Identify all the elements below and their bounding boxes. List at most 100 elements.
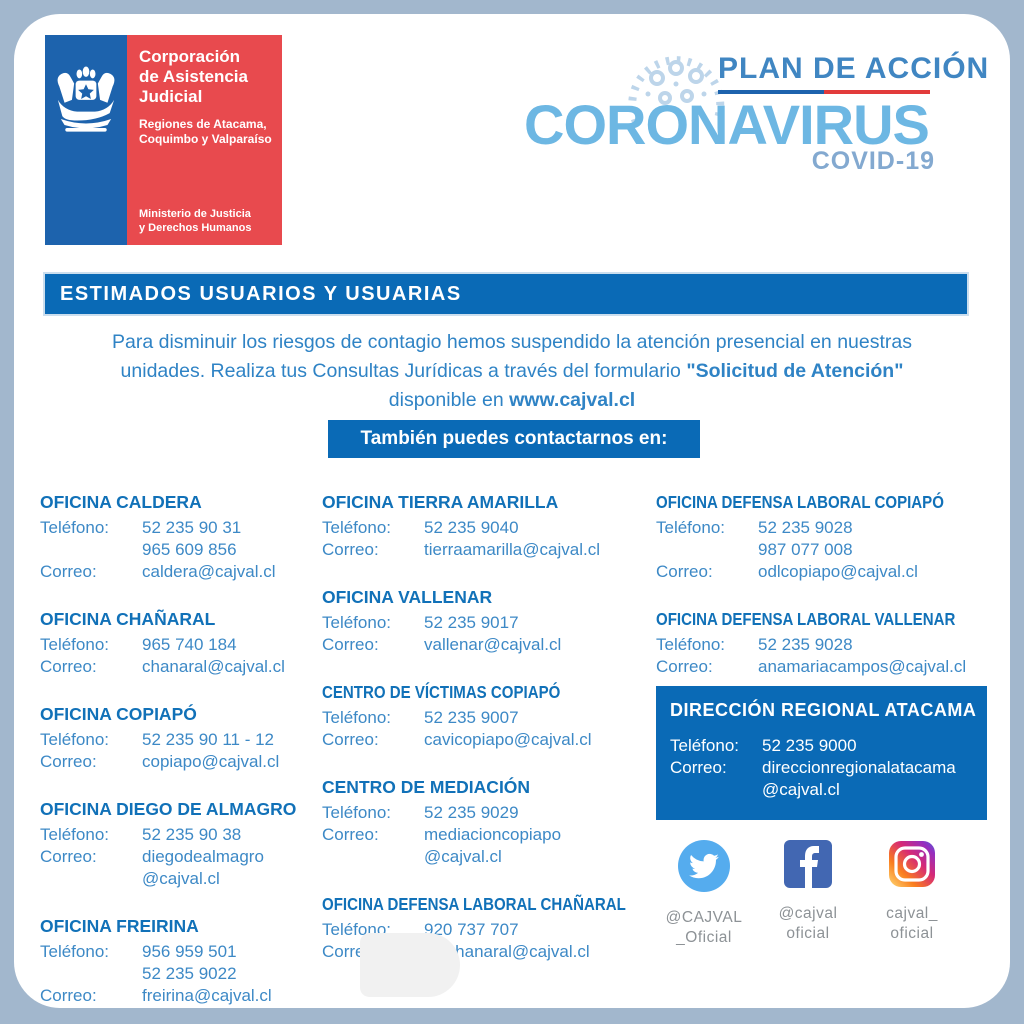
office-row: Correo: freirina@cajval.cl (40, 985, 325, 1007)
logo-ministry: Ministerio de Justicia y Derechos Humano… (139, 208, 252, 234)
row-label: Teléfono: (322, 613, 391, 632)
office-row: Correo: caldera@cajval.cl (40, 561, 325, 583)
office-name: OFICINA DEFENSA LABORAL VALLENAR (656, 609, 956, 629)
intro-line1: Para disminuir los riesgos de contagio h… (112, 331, 912, 353)
instagram-item: cajval_ oficial (866, 840, 958, 948)
instagram-icon (889, 841, 935, 887)
office-name: OFICINA CALDERA (40, 492, 202, 512)
office-name: OFICINA CHAÑARAL (40, 609, 216, 629)
office-row: Correo: odlcopiapo@cajval.cl (656, 561, 991, 583)
row-label: Teléfono: (322, 708, 391, 727)
office-block: OFICINA DEFENSA LABORAL CHAÑARAL Teléfono… (322, 894, 657, 963)
social-row: @CAJVAL _Oficial @cajval oficial (658, 840, 958, 948)
intro-line3: disponible en (388, 389, 510, 411)
office-block: OFICINA CALDERA Teléfono: 52 235 90 31 965 … (40, 492, 325, 583)
row-label: Teléfono: (40, 518, 109, 537)
office-row: Teléfono: 52 235 9028 987 077 008 (656, 517, 991, 561)
row-label: Teléfono: (40, 730, 109, 749)
row-label: Teléfono: (322, 803, 391, 822)
row-label: Correo: (40, 986, 97, 1005)
office-block: OFICINA VALLENAR Teléfono: 52 235 9017 Corr… (322, 587, 657, 656)
office-name: OFICINA DIEGO DE ALMAGRO (40, 799, 297, 819)
row-label: Teléfono: (40, 825, 109, 844)
intro-line2: unidades. Realiza tus Consultas Jurídica… (120, 360, 687, 382)
chile-coat-of-arms-icon (57, 66, 115, 132)
regional-direction-box: DIRECCIÓN REGIONAL ATACAMA Teléfono: 52 … (656, 686, 987, 820)
regional-email-row: Correo: direccionregionalatacama @cajval.… (670, 757, 975, 801)
office-row: Teléfono: 965 740 184 (40, 634, 325, 656)
row-value: mediacioncopiapo @cajval.cl (424, 825, 562, 866)
row-label: Correo: (656, 562, 713, 581)
row-label: Correo: (322, 540, 379, 559)
office-row: Teléfono: 52 235 9040 (322, 517, 657, 539)
row-value: copiapo@cajval.cl (142, 752, 280, 771)
office-name: CENTRO DE MEDIACIÓN (322, 777, 531, 797)
row-value: cavicopiapo@cajval.cl (424, 730, 592, 749)
office-name: OFICINA FREIRINA (40, 916, 199, 936)
covid19-subtitle: COVID-19 (811, 147, 935, 175)
row-label: Correo: (656, 657, 713, 676)
office-block: OFICINA TIERRA AMARILLA Teléfono: 52 235 9… (322, 492, 657, 561)
row-value: 52 235 9028 987 077 008 (758, 518, 853, 559)
row-value: odlcopiapo@cajval.cl (758, 562, 918, 581)
row-label: Correo: (40, 657, 97, 676)
email-value: direccionregionalatacama @cajval.cl (762, 758, 956, 799)
phone-label: Teléfono: (670, 736, 739, 755)
regional-direction-title: DIRECCIÓN REGIONAL ATACAMA (670, 700, 977, 720)
office-row: Teléfono: 52 235 90 11 - 12 (40, 729, 325, 751)
office-row: Correo: anamariacampos@cajval.cl (656, 656, 991, 678)
row-label: Correo: (322, 635, 379, 654)
office-column-2: OFICINA TIERRA AMARILLA Teléfono: 52 235 9… (322, 492, 657, 989)
office-block: CENTRO DE VÍCTIMAS COPIAPÓ Teléfono: 52 23… (322, 682, 657, 751)
office-row: Teléfono: 52 235 9007 (322, 707, 657, 729)
row-value: 52 235 9007 (424, 708, 519, 727)
office-row: Correo: tierraamarilla@cajval.cl (322, 539, 657, 561)
row-label: Correo: (40, 752, 97, 771)
caj-logo: Corporación de Asistencia Judicial Regio… (45, 35, 282, 245)
office-column-1: OFICINA CALDERA Teléfono: 52 235 90 31 965 … (40, 492, 325, 1024)
office-row: Correo: cavicopiapo@cajval.cl (322, 729, 657, 751)
office-name: OFICINA DEFENSA LABORAL CHAÑARAL (322, 894, 626, 914)
office-row: Teléfono: 956 959 501 52 235 9022 (40, 941, 325, 985)
phone-value: 52 235 9000 (762, 736, 857, 755)
intro-website: www.cajval.cl (509, 389, 636, 411)
email-label: Correo: (670, 758, 727, 777)
office-row: Correo: copiapo@cajval.cl (40, 751, 325, 773)
office-name: OFICINA TIERRA AMARILLA (322, 492, 559, 512)
row-value: 920 737 707 (424, 920, 519, 939)
row-value: 52 235 90 31 965 609 856 (142, 518, 242, 559)
row-label: Correo: (322, 730, 379, 749)
row-value: 956 959 501 52 235 9022 (142, 942, 237, 983)
office-row: Correo: diegodealmagro @cajval.cl (40, 846, 325, 890)
row-value: 52 235 9017 (424, 613, 519, 632)
twitter-handle: @CAJVAL _Oficial (665, 909, 743, 946)
logo-regions: Regiones de Atacama, Coquimbo y Valparaí… (139, 117, 272, 146)
row-label: Teléfono: (656, 518, 725, 537)
facebook-icon (784, 840, 832, 888)
row-value: 52 235 90 11 - 12 (142, 730, 275, 749)
office-row: Correo: chanaral@cajval.cl (40, 656, 325, 678)
office-row: Teléfono: 52 235 9028 (656, 634, 991, 656)
office-row: Teléfono: 52 235 90 31 965 609 856 (40, 517, 325, 561)
office-row: Teléfono: 52 235 9017 (322, 612, 657, 634)
office-row: Correo: mediacioncopiapo @cajval.cl (322, 824, 657, 868)
twitter-icon (678, 840, 730, 892)
row-label: Teléfono: (40, 635, 109, 654)
instagram-handle: cajval_ oficial (886, 905, 938, 942)
office-name: CENTRO DE VÍCTIMAS COPIAPÓ (322, 682, 561, 702)
office-block: OFICINA DEFENSA LABORAL VALLENAR Teléfono… (656, 609, 991, 678)
row-value: 52 235 9028 (758, 635, 853, 654)
logo-title: Corporación de Asistencia Judicial (139, 47, 248, 106)
office-name: OFICINA DEFENSA LABORAL COPIAPÓ (656, 492, 944, 512)
office-column-3: OFICINA DEFENSA LABORAL COPIAPÓ Teléfono:… (656, 492, 991, 704)
office-name: OFICINA VALLENAR (322, 587, 493, 607)
row-value: vallenar@cajval.cl (424, 635, 562, 654)
row-value: anamariacampos@cajval.cl (758, 657, 967, 676)
row-value: freirina@cajval.cl (142, 986, 272, 1005)
office-block: OFICINA DIEGO DE ALMAGRO Teléfono: 52 235 … (40, 799, 325, 890)
facebook-handle: @cajval oficial (778, 905, 838, 942)
facebook-item: @cajval oficial (762, 840, 854, 948)
twitter-item: @CAJVAL _Oficial (658, 840, 750, 948)
row-value: 965 740 184 (142, 635, 237, 654)
